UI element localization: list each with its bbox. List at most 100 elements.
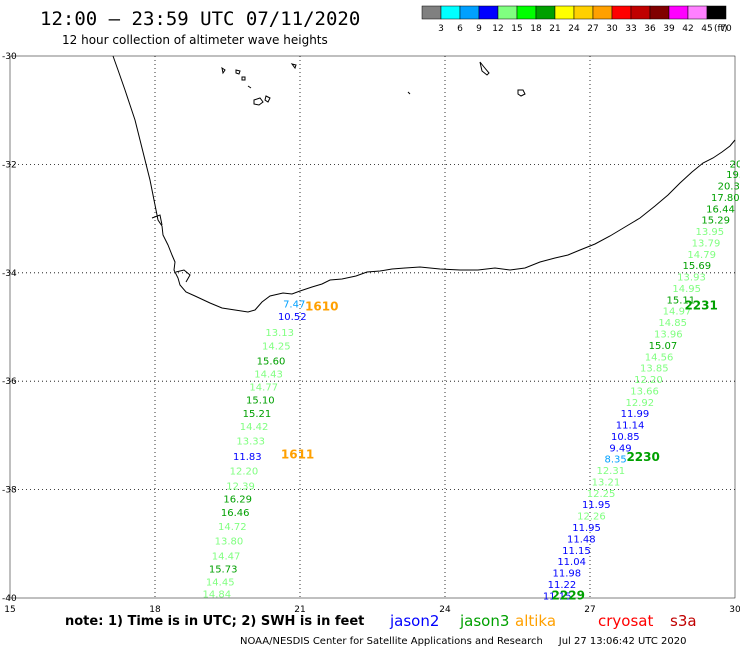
map-subtitle: 12 hour collection of altimeter wave hei… <box>62 33 328 47</box>
legend-label: 24 <box>568 24 580 34</box>
islands <box>221 61 526 106</box>
legend-label: 9 <box>476 24 482 34</box>
wave-height-value: 12.92 <box>625 398 654 409</box>
wave-height-value: 11.98 <box>552 569 581 580</box>
footer-credit: NOAA/NESDIS Center for Satellite Applica… <box>240 636 686 647</box>
wave-height-value: 11.48 <box>567 534 596 545</box>
wave-height-value: 14.97 <box>663 307 692 318</box>
wave-height-value: 11.95 <box>572 523 601 534</box>
legend-swatch <box>592 5 613 20</box>
wave-height-value: 15.69 <box>682 261 711 272</box>
wave-height-value: 14.95 <box>672 284 701 295</box>
wave-height-value: 13.79 <box>692 238 721 249</box>
satellite-name: altika <box>515 612 556 630</box>
legend-label: 6 <box>457 24 463 34</box>
wave-height-value: 15.73 <box>209 565 238 576</box>
wave-height-value: 13.21 <box>592 477 621 488</box>
wave-height-value: 13.66 <box>630 386 659 397</box>
wave-height-value: 14.84 <box>203 590 232 601</box>
map-title: 12:00 – 23:59 UTC 07/11/2020 <box>40 8 360 30</box>
lat-lon-grid <box>10 56 735 598</box>
wave-height-value: 11.04 <box>557 557 586 568</box>
legend-swatch <box>421 5 442 20</box>
wave-height-value: 11.15 <box>543 591 572 602</box>
pass-time-label: 2229 <box>552 588 585 602</box>
legend-swatch <box>649 5 670 20</box>
wave-height-value: 16.46 <box>221 508 250 519</box>
wave-height-value: 11.15 <box>562 546 591 557</box>
satellite-name: cryosat <box>598 612 653 630</box>
legend-label: 33 <box>625 24 636 34</box>
wave-height-value: 17.80 <box>711 193 740 204</box>
wave-height-value: 16.29 <box>223 494 252 505</box>
plot-frame <box>9 55 736 599</box>
wave-height-value: 12.20 <box>634 375 663 386</box>
legend-swatch <box>630 5 651 20</box>
wave-height-value: 13.95 <box>696 227 725 238</box>
lon-tick-label: 27 <box>584 605 595 615</box>
wave-height-value: 12.20 <box>230 467 259 478</box>
wave-height-value: 9.49 <box>609 443 631 454</box>
coastline <box>112 55 736 313</box>
legend-swatch <box>478 5 499 20</box>
wave-height-value: 12.31 <box>596 466 625 477</box>
coastline-detail <box>151 214 191 283</box>
wave-height-value: 11.22 <box>548 580 577 591</box>
satellite-legend: jason2 jason3 altika cryosat s3a <box>389 612 697 630</box>
wave-height-value: 20 <box>730 159 740 170</box>
wave-height-value: 14.72 <box>218 522 247 533</box>
wave-height-value: 15.11 <box>667 295 696 306</box>
lon-tick-label: 30 <box>729 605 740 615</box>
wave-height-value: 11.99 <box>621 409 650 420</box>
legend-swatch <box>497 5 518 20</box>
wave-height-value: 14.47 <box>212 552 241 563</box>
wave-height-value: 15.29 <box>701 216 730 227</box>
wave-height-value: 13.13 <box>265 328 294 339</box>
lat-tick-label: -38 <box>2 486 17 496</box>
legend-swatch <box>516 5 537 20</box>
wave-height-value: 19. <box>726 170 740 181</box>
wave-height-value: 11.95 <box>582 500 611 511</box>
pass-time-label: 1610 <box>305 299 338 313</box>
legend-label: 45 <box>701 24 712 34</box>
wave-height-value: 14.42 <box>240 422 269 433</box>
legend-label: 70 <box>720 24 732 34</box>
pass-time-labels: 1610 1611 2231 2230 2229 <box>281 298 718 602</box>
legend-swatch <box>668 5 689 20</box>
wave-height-value: 13.96 <box>654 330 683 341</box>
legend-label: 15 <box>511 24 522 34</box>
wave-height-value: 14.25 <box>262 341 291 352</box>
axis-ticks: 15 18 21 24 27 30 -30 -32 -34 -36 -38 -40 <box>2 52 740 615</box>
wave-height-value: 20.3 <box>718 182 740 193</box>
lon-tick-label: 15 <box>4 605 15 615</box>
pass-time-label: 1611 <box>281 447 314 461</box>
legend-label: 42 <box>682 24 693 34</box>
legend-label: 39 <box>663 24 675 34</box>
satellite-name: jason3 <box>459 612 509 630</box>
pass-time-label: 2230 <box>626 450 659 464</box>
wave-height-value: 7.47 <box>283 300 305 311</box>
lon-tick-label: 24 <box>439 605 451 615</box>
wave-height-value: 12.25 <box>587 489 616 500</box>
wave-height-value: 15.07 <box>649 341 678 352</box>
legend-unit: (ft) <box>714 24 728 34</box>
wave-height-value: 14.45 <box>206 578 235 589</box>
wave-height-value: 12.26 <box>577 512 606 523</box>
legend-swatch <box>459 5 480 20</box>
legend-swatch <box>535 5 556 20</box>
satellite-name: jason2 <box>389 612 439 630</box>
wave-height-value: 10.85 <box>611 432 640 443</box>
wave-height-value: 13.80 <box>215 537 244 548</box>
wave-height-value: 14.77 <box>249 383 278 394</box>
legend-swatch <box>554 5 575 20</box>
wave-height-value: 13.33 <box>236 436 265 447</box>
legend-swatch <box>440 5 461 20</box>
lon-tick-label: 21 <box>294 605 305 615</box>
wave-height-value: 15.60 <box>257 357 286 368</box>
legend-swatch <box>611 5 632 20</box>
lat-tick-label: -34 <box>2 269 17 279</box>
wave-height-value: 12.39 <box>226 481 255 492</box>
legend-swatch <box>687 5 708 20</box>
wave-height-value: 13.93 <box>677 273 706 284</box>
